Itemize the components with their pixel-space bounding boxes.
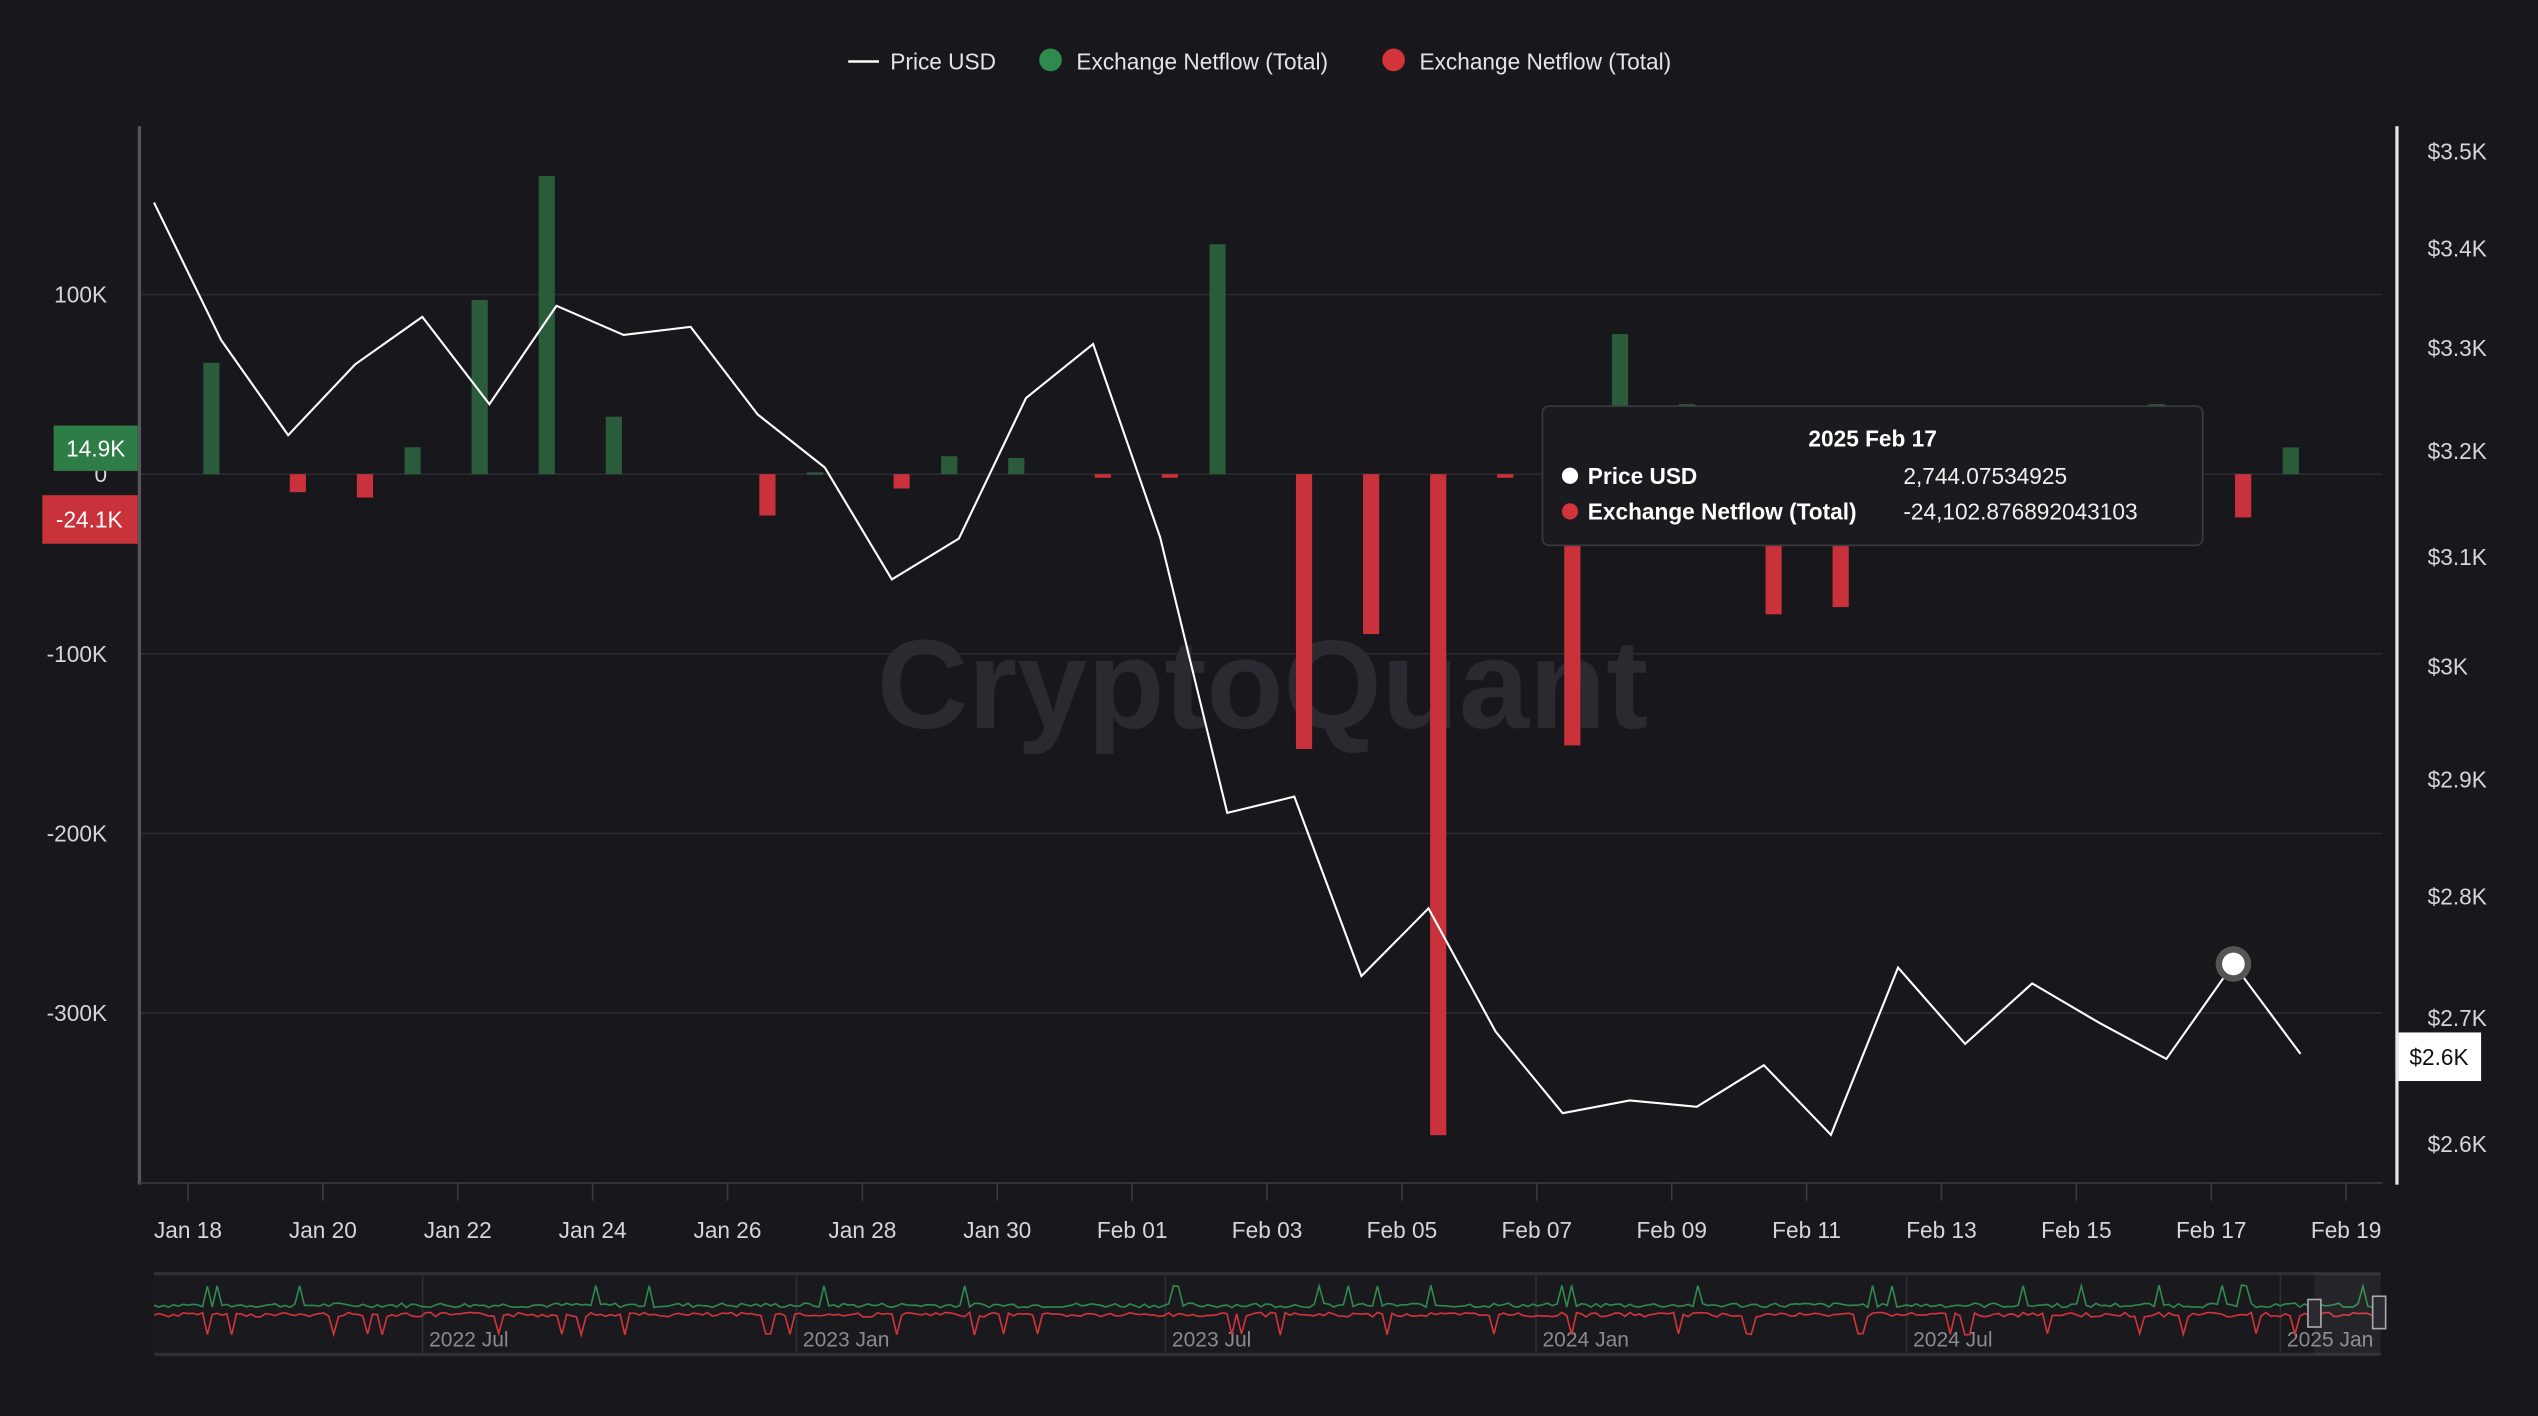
badge-text: -24.1K: [56, 507, 123, 533]
tooltip: 2025 Feb 17 Price USD 2,744.07534925 Exc…: [1541, 405, 2204, 547]
netflow-bar-positive: [941, 456, 958, 475]
right-tick-label: $3.3K: [2428, 335, 2487, 361]
x-tick-label: Feb 07: [1502, 1217, 1573, 1243]
right-axis-ticks: $3.5K $3.4K $3.3K $3.2K $3.1K $3K $2.9K $2.8K $2…: [2428, 139, 2487, 1157]
right-tick-label: $3.4K: [2428, 236, 2487, 262]
left-tick-label: 100K: [54, 282, 107, 308]
netflow-bar-negative: [1295, 474, 1313, 749]
netflow-bar-positive: [806, 472, 824, 475]
right-tick-label: $3.5K: [2428, 139, 2487, 165]
price-line-path: [153, 202, 2302, 1137]
x-tick-label: Feb 03: [1232, 1217, 1303, 1243]
legend-item-netflow-positive[interactable]: Exchange Netflow (Total): [1039, 48, 1328, 75]
netflow-bar-positive: [203, 362, 220, 475]
right-tick-label: $2.7K: [2428, 1005, 2487, 1031]
tooltip-label: Exchange Netflow (Total): [1588, 498, 1857, 524]
x-tick-label: Jan 20: [289, 1217, 357, 1243]
legend-label: Price USD: [890, 49, 996, 75]
navigator-selection[interactable]: [2314, 1273, 2381, 1355]
navigator-label: 2023 Jan: [803, 1328, 889, 1351]
x-tick-label: Jan 18: [154, 1217, 222, 1243]
left-tick-label: -200K: [47, 821, 107, 847]
netflow-bar-positive: [471, 299, 488, 475]
tooltip-value: 2,744.07534925: [1903, 463, 2067, 489]
x-tick-label: Jan 28: [828, 1217, 896, 1243]
netflow-bar-negative: [1497, 474, 1514, 478]
netflow-bar-positive: [2282, 447, 2299, 475]
x-tick-label: Jan 22: [424, 1217, 492, 1243]
x-tick-label: Feb 15: [2041, 1217, 2111, 1243]
tooltip-title: 2025 Feb 17: [1808, 426, 1936, 452]
price-line: [153, 202, 2302, 1137]
dot-icon: [1382, 48, 1405, 72]
badge-text: 14.9K: [66, 435, 125, 461]
legend-label: Exchange Netflow (Total): [1420, 49, 1672, 75]
right-tick-label: $2.6K: [2428, 1131, 2487, 1157]
navigator-handle-right[interactable]: [2371, 1295, 2387, 1330]
left-tick-label: -100K: [47, 641, 107, 667]
netflow-bar-positive: [1008, 457, 1025, 475]
netflow-bar-negative: [1161, 474, 1178, 478]
right-tick-label: $3.1K: [2428, 544, 2487, 570]
right-badge-price: $2.6K: [2398, 1032, 2482, 1082]
netflow-bar-negative: [1430, 474, 1447, 1136]
badge-text: $2.6K: [2409, 1044, 2468, 1070]
x-tick-label: Feb 05: [1367, 1217, 1438, 1243]
x-tick-label: Feb 19: [2311, 1217, 2382, 1243]
navigator-label: 2024 Jul: [1913, 1328, 1992, 1351]
x-tick-label: Feb 09: [1636, 1217, 1706, 1243]
netflow-bar-positive: [538, 175, 555, 475]
netflow-bar-negative: [1094, 474, 1111, 478]
netflow-bar-negative: [1363, 474, 1380, 635]
x-tick-label: Feb 13: [1906, 1217, 1976, 1243]
left-tick-label: -300K: [47, 1000, 107, 1026]
x-axis-ticks: Jan 18 Jan 20 Jan 22 Jan 24 Jan 26 Jan 28 Jan …: [154, 1182, 2382, 1243]
range-navigator[interactable]: 2022 Jul 2023 Jan 2023 Jul 2024 Jan 2024 Jul…: [153, 1271, 2387, 1357]
right-tick-label: $2.8K: [2428, 884, 2487, 910]
navigator-handle-left[interactable]: [2307, 1298, 2322, 1328]
dot-icon: [1039, 48, 1062, 72]
netflow-bar-positive: [404, 447, 421, 475]
navigator-netflow-positive: [153, 1282, 2378, 1309]
dot-icon: [1561, 503, 1579, 520]
navigator-label: 2025 Jan: [2287, 1328, 2373, 1351]
netflow-bar-positive: [1209, 244, 1226, 475]
left-badge-red: -24.1K: [42, 495, 138, 544]
x-tick-label: Jan 30: [963, 1217, 1031, 1243]
right-tick-label: $3K: [2428, 653, 2468, 679]
legend-label: Exchange Netflow (Total): [1076, 49, 1328, 75]
right-tick-label: $2.9K: [2428, 766, 2487, 792]
tooltip-value: -24,102.876892043103: [1903, 498, 2137, 524]
netflow-bar-negative: [893, 474, 910, 489]
navigator-label: 2022 Jul: [429, 1328, 508, 1351]
x-tick-label: Feb 11: [1772, 1217, 1841, 1243]
hover-point: [2222, 952, 2245, 976]
x-tick-label: Jan 24: [559, 1217, 627, 1243]
left-badge-green: 14.9K: [53, 425, 138, 471]
netflow-bar-negative: [2235, 474, 2252, 518]
legend-item-price[interactable]: Price USD: [848, 49, 996, 75]
netflow-bar-negative: [759, 474, 776, 516]
netflow-bar-negative: [356, 474, 374, 498]
right-tick-label: $3.2K: [2428, 438, 2487, 464]
legend-item-netflow-negative[interactable]: Exchange Netflow (Total): [1382, 48, 1672, 75]
netflow-bar-negative: [289, 474, 306, 493]
navigator-label: 2024 Jan: [1542, 1328, 1628, 1351]
tooltip-label: Price USD: [1588, 463, 1697, 489]
dot-icon: [1561, 467, 1579, 484]
netflow-bar-positive: [605, 416, 622, 475]
x-tick-label: Feb 17: [2176, 1217, 2247, 1243]
x-tick-label: Feb 01: [1097, 1217, 1168, 1243]
x-tick-label: Jan 26: [694, 1217, 762, 1243]
legend: Price USD Exchange Netflow (Total) Excha…: [848, 48, 1672, 75]
watermark-logo: CryptoQuant: [877, 614, 1648, 755]
navigator-label: 2023 Jul: [1172, 1328, 1251, 1351]
navigator-netflow-negative: [153, 1310, 2378, 1338]
